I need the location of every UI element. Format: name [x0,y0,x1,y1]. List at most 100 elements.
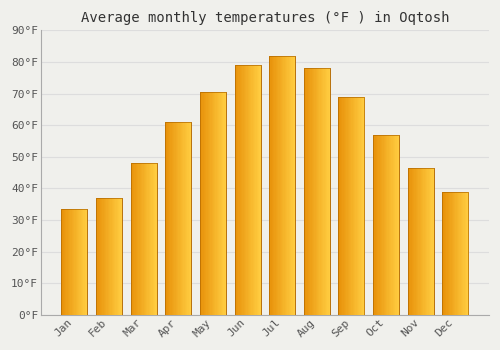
Bar [242,65,244,315]
Bar [346,97,348,315]
Bar [388,135,389,315]
Bar [97,198,98,315]
Bar [420,168,421,315]
Bar [202,92,204,315]
Title: Average monthly temperatures (°F ) in Oqtosh: Average monthly temperatures (°F ) in Oq… [80,11,449,25]
Bar [116,198,118,315]
Bar [101,198,102,315]
Bar [258,65,260,315]
Bar [373,135,399,315]
Bar [144,163,145,315]
Bar [424,168,426,315]
Bar [453,191,454,315]
Bar [220,92,222,315]
Bar [460,191,462,315]
Bar [342,97,344,315]
Bar [213,92,214,315]
Bar [316,68,317,315]
Bar [313,68,314,315]
Bar [456,191,457,315]
Bar [277,56,278,315]
Bar [356,97,357,315]
Bar [445,191,446,315]
Bar [305,68,306,315]
Bar [62,209,87,315]
Bar [338,97,364,315]
Bar [78,209,80,315]
Bar [259,65,260,315]
Bar [62,209,87,315]
Bar [209,92,210,315]
Bar [269,56,295,315]
Bar [182,122,184,315]
Bar [410,168,412,315]
Bar [286,56,288,315]
Bar [256,65,258,315]
Bar [76,209,77,315]
Bar [180,122,181,315]
Bar [130,163,156,315]
Bar [114,198,116,315]
Bar [412,168,413,315]
Bar [281,56,282,315]
Bar [432,168,434,315]
Bar [317,68,318,315]
Bar [148,163,149,315]
Bar [140,163,141,315]
Bar [138,163,140,315]
Bar [108,198,109,315]
Bar [200,92,226,315]
Bar [86,209,88,315]
Bar [249,65,250,315]
Bar [450,191,452,315]
Bar [363,97,364,315]
Bar [96,198,122,315]
Bar [418,168,420,315]
Bar [394,135,396,315]
Bar [240,65,241,315]
Bar [149,163,150,315]
Bar [118,198,120,315]
Bar [68,209,69,315]
Bar [458,191,460,315]
Bar [312,68,313,315]
Bar [308,68,309,315]
Bar [384,135,385,315]
Bar [74,209,76,315]
Bar [184,122,185,315]
Bar [218,92,220,315]
Bar [320,68,321,315]
Bar [341,97,342,315]
Bar [165,122,166,315]
Bar [77,209,78,315]
Bar [388,135,390,315]
Bar [106,198,108,315]
Bar [200,92,201,315]
Bar [146,163,148,315]
Bar [205,92,206,315]
Bar [252,65,254,315]
Bar [408,168,434,315]
Bar [467,191,468,315]
Bar [100,198,101,315]
Bar [241,65,242,315]
Bar [340,97,341,315]
Bar [398,135,399,315]
Bar [273,56,274,315]
Bar [166,122,168,315]
Bar [290,56,292,315]
Bar [72,209,73,315]
Bar [442,191,444,315]
Bar [449,191,450,315]
Bar [217,92,218,315]
Bar [116,198,117,315]
Bar [109,198,110,315]
Bar [141,163,142,315]
Bar [442,191,468,315]
Bar [132,163,133,315]
Bar [452,191,453,315]
Bar [112,198,113,315]
Bar [348,97,349,315]
Bar [96,198,122,315]
Bar [248,65,249,315]
